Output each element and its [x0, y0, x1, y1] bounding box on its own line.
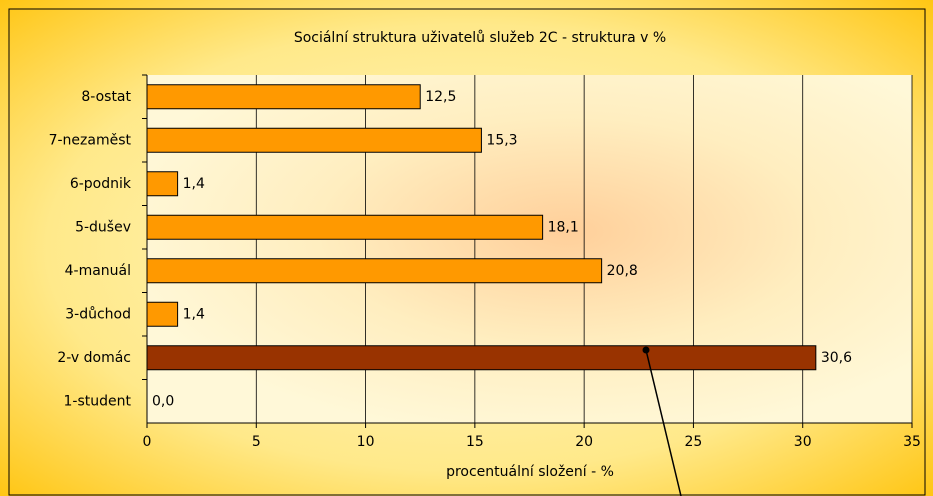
bar [146, 84, 421, 110]
y-tick-label: 6-podnik [70, 176, 132, 192]
y-tick-label: 8-ostat [81, 89, 131, 105]
x-tick-label: 10 [357, 434, 375, 450]
bar [146, 258, 603, 284]
y-tick-label: 4-manuál [65, 263, 131, 279]
value-label: 20,8 [607, 263, 638, 279]
bar [146, 214, 544, 240]
value-label: 1,4 [183, 306, 205, 322]
x-tick-label: 20 [575, 434, 593, 450]
x-tick-label: 0 [143, 434, 152, 450]
y-tick-label: 2-v domác [57, 350, 131, 366]
x-axis-label: procentuální složení - % [446, 464, 614, 480]
x-tick-label: 15 [466, 434, 484, 450]
x-tick-label: 35 [903, 434, 921, 450]
value-label: 1,4 [183, 176, 205, 192]
bar [146, 301, 179, 327]
x-tick-label: 30 [794, 434, 812, 450]
x-tick-label: 25 [685, 434, 703, 450]
plot-area [147, 75, 912, 423]
y-tick-label: 3-důchod [65, 306, 131, 322]
y-tick-label: 7-nezaměst [49, 132, 132, 148]
bar [146, 127, 482, 153]
bar [146, 171, 179, 197]
value-label: 18,1 [548, 219, 579, 235]
bar [146, 345, 817, 371]
value-label: 0,0 [152, 393, 174, 409]
plot: 0 5 10 15 20 25 30 35 8-ostat 12,5 7-nezaměst 15,3 6… [49, 74, 921, 450]
annotation-line [645, 349, 682, 496]
value-label: 30,6 [821, 350, 852, 366]
y-tick-label: 1-student [64, 393, 132, 409]
value-label: 12,5 [425, 89, 456, 105]
x-tick-label: 5 [252, 434, 261, 450]
chart-title: Sociální struktura uživatelů služeb 2C -… [294, 30, 666, 46]
value-label: 15,3 [486, 132, 517, 148]
chart-frame [8, 8, 926, 496]
y-tick-label: 5-dušev [75, 219, 131, 235]
